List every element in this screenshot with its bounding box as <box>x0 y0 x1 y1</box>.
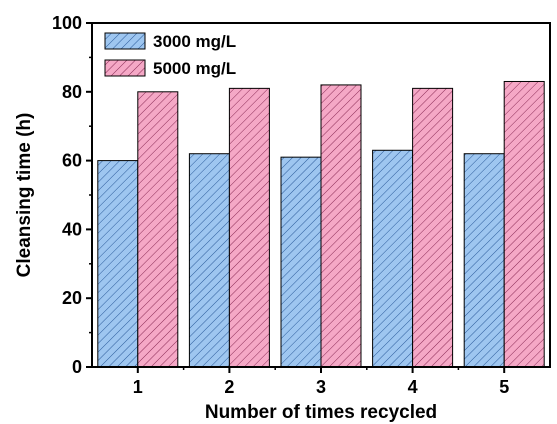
ticks-layer: 0 20 40 60 80 100 1 2 3 4 5 <box>52 13 509 397</box>
legend: 3000 mg/L 5000 mg/L <box>104 32 236 78</box>
x-tick-label: 5 <box>499 377 509 397</box>
bar-series2-cat1 <box>137 91 179 368</box>
legend-swatch-series1 <box>104 32 146 50</box>
y-tick-label: 40 <box>62 219 82 239</box>
bar-series1-cat1 <box>97 160 139 368</box>
bar-series1-cat4 <box>372 149 414 368</box>
y-tick-label: 0 <box>72 357 82 377</box>
x-tick-label: 1 <box>133 377 143 397</box>
bar-series2-cat3 <box>320 84 362 368</box>
y-axis-title: Cleansing time (h) <box>14 113 35 278</box>
bar-series1-cat3 <box>280 156 322 368</box>
x-tick-label: 3 <box>316 377 326 397</box>
y-tick-label: 80 <box>62 82 82 102</box>
bar-series2-cat4 <box>412 87 454 368</box>
bar-series2-cat5 <box>503 80 545 368</box>
y-tick-label: 20 <box>62 288 82 308</box>
y-tick-label: 60 <box>62 151 82 171</box>
bar-series2-cat2 <box>228 87 270 368</box>
legend-label-series2: 5000 mg/L <box>153 59 236 78</box>
bar-series1-cat5 <box>463 153 505 368</box>
x-axis-title: Number of times recycled <box>205 402 437 423</box>
legend-swatch-series2 <box>104 59 146 77</box>
bars-layer <box>97 80 545 368</box>
x-tick-label: 4 <box>408 377 418 397</box>
bar-series1-cat2 <box>188 153 230 368</box>
x-tick-label: 2 <box>224 377 234 397</box>
y-tick-label: 100 <box>52 13 82 33</box>
legend-label-series1: 3000 mg/L <box>153 32 236 51</box>
